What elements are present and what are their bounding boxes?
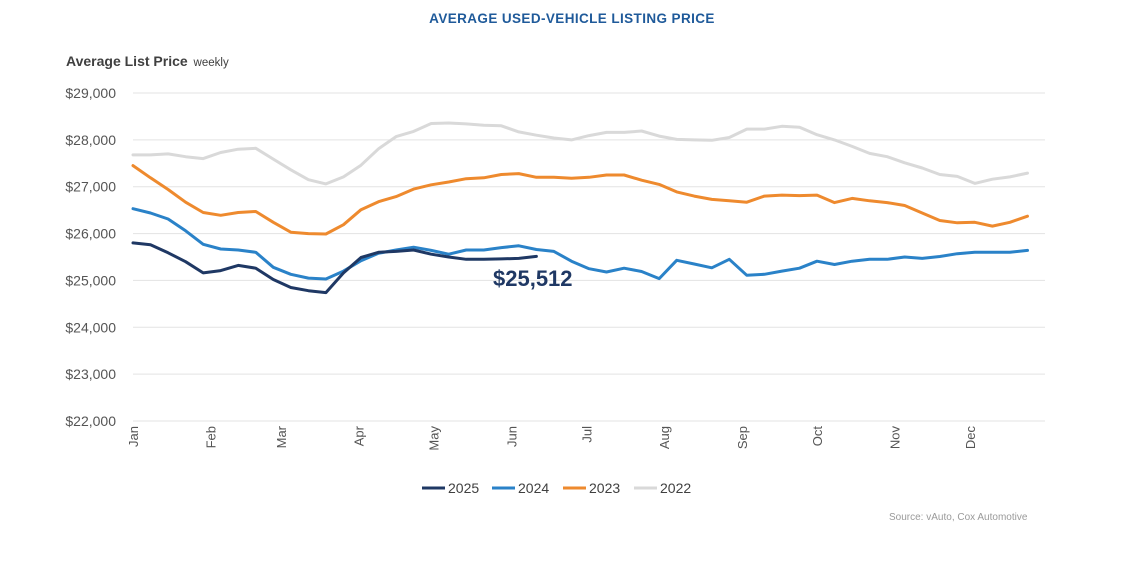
series-line-2025: [131, 241, 538, 295]
x-tick-label: Aug: [657, 426, 672, 449]
x-tick-label: Mar: [274, 425, 289, 448]
x-tick-label: Jul: [580, 426, 595, 443]
x-tick-label: Feb: [204, 426, 219, 448]
x-tick-label: Jan: [126, 426, 141, 447]
x-tick-label: May: [427, 426, 442, 451]
series-line-2022: [131, 121, 1029, 186]
y-tick-label: $22,000: [65, 413, 116, 429]
x-tick-label: Sep: [735, 426, 750, 449]
x-tick-label: Jun: [504, 426, 519, 447]
chart-title: AVERAGE USED-VEHICLE LISTING PRICE: [429, 11, 715, 26]
y-tick-label: $26,000: [65, 226, 116, 242]
series-line-2023: [131, 164, 1029, 236]
y-tick-label: $25,000: [65, 272, 116, 288]
legend-label: 2025: [448, 480, 479, 496]
legend-label: 2024: [518, 480, 549, 496]
source-note: Source: vAuto, Cox Automotive: [889, 512, 1028, 523]
legend-label: 2023: [589, 480, 620, 496]
y-axis-title: Average List Price weekly: [66, 53, 229, 69]
y-axis-title-note: weekly: [193, 57, 229, 69]
x-tick-label: Nov: [888, 426, 903, 450]
y-tick-label: $28,000: [65, 132, 116, 148]
legend-label: 2022: [660, 480, 691, 496]
series-line-2024: [131, 207, 1029, 281]
y-tick-label: $24,000: [65, 319, 116, 335]
legend: 2025 2024 2023 2022: [422, 480, 691, 496]
y-axis-title-main: Average List Price: [66, 53, 188, 69]
x-tick-label: Apr: [352, 425, 367, 446]
latest-value-annotation: $25,512: [493, 266, 573, 291]
y-tick-label: $23,000: [65, 366, 116, 382]
y-tick-label: $27,000: [65, 179, 116, 195]
x-tick-label: Oct: [810, 426, 825, 447]
y-tick-label: $29,000: [65, 85, 116, 101]
x-tick-label: Dec: [963, 426, 978, 450]
